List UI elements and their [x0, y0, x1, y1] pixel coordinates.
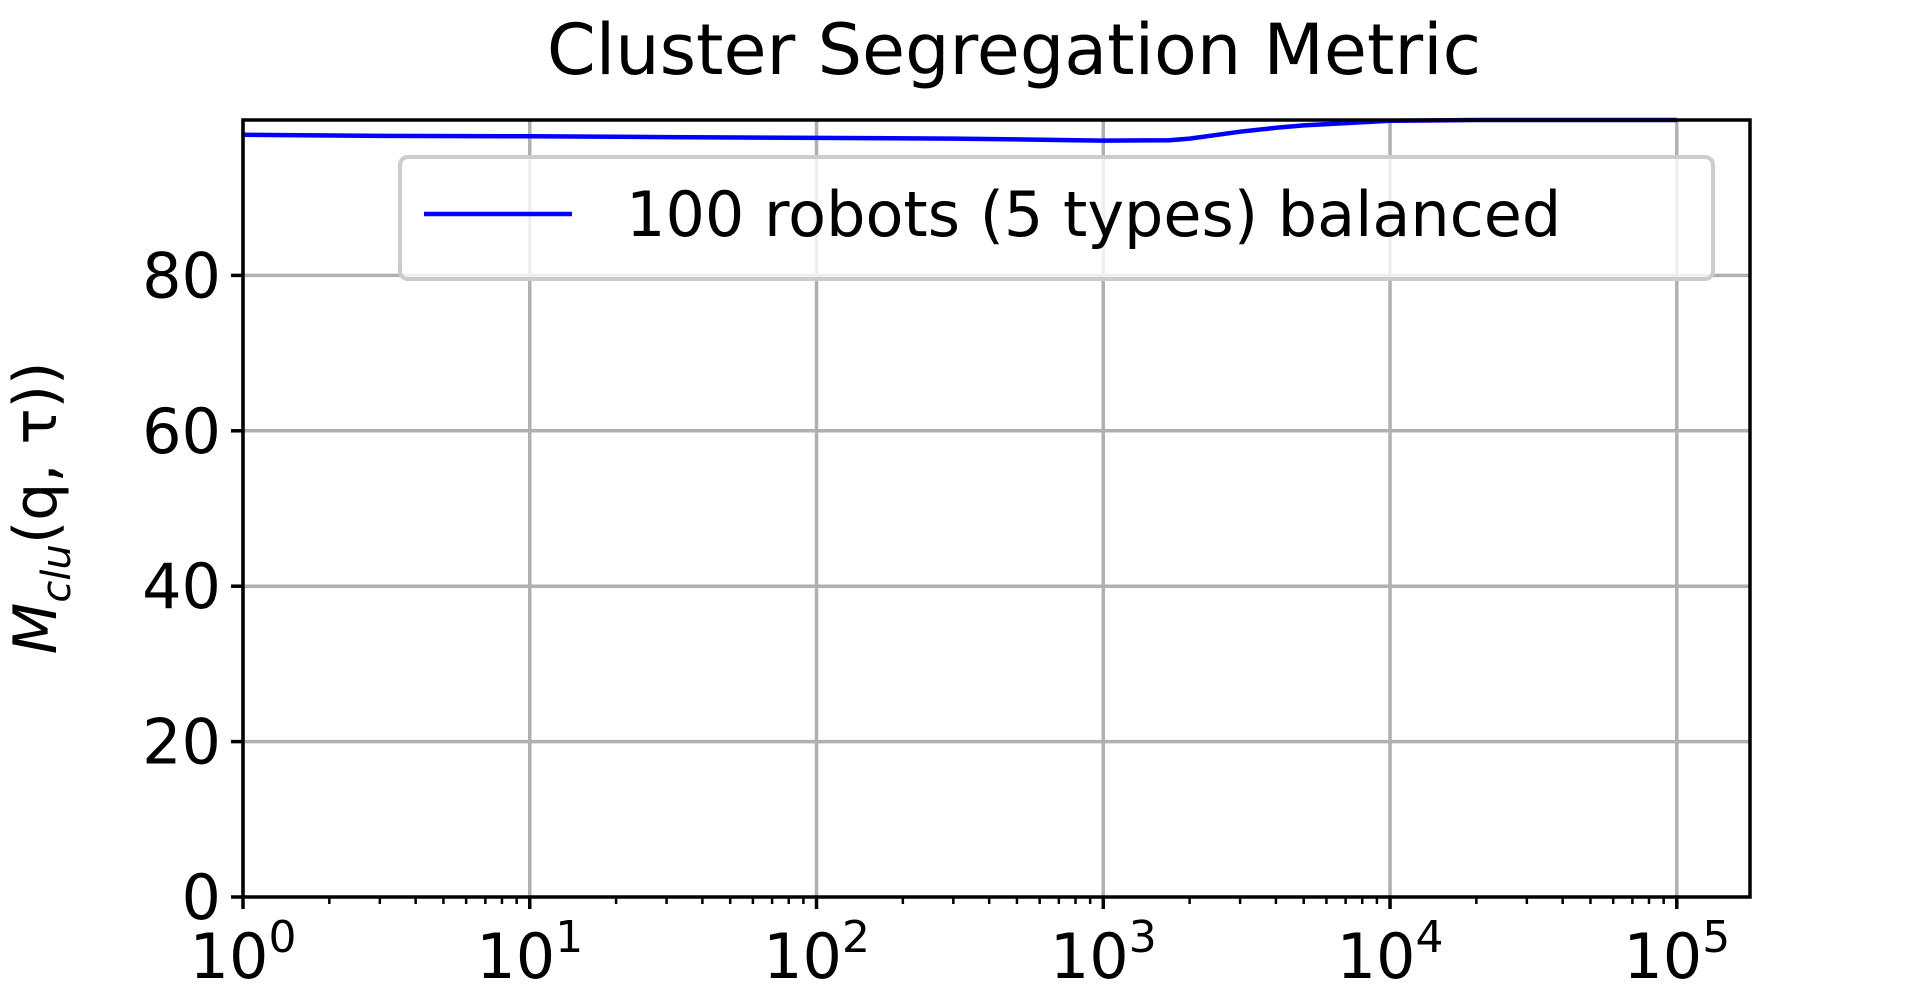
x-tick-label-5: 105	[1623, 912, 1730, 993]
x-tick-label-3: 103	[1050, 912, 1157, 993]
y-tick-label-3: 60	[142, 395, 221, 468]
x-tick-label-4: 104	[1337, 912, 1444, 993]
x-tick-label-2: 102	[763, 912, 870, 993]
x-axis: 100 101 102 103 104 105	[190, 897, 1730, 993]
legend: 100 robots (5 types) balanced	[398, 155, 1715, 281]
series-line-0	[242, 117, 1677, 143]
x-tick-label-0: 100	[190, 912, 297, 993]
y-tick-label-4: 80	[142, 239, 221, 312]
y-axis-label: Mclu(q, τ))	[1, 362, 80, 655]
y-tick-label-2: 40	[142, 550, 221, 623]
y-tick-label-0: 0	[182, 861, 221, 934]
x-tick-label-1: 101	[476, 912, 583, 993]
legend-label-0: 100 robots (5 types) balanced	[626, 178, 1561, 251]
y-axis-label-args: (q, τ))	[1, 362, 71, 545]
y-axis-label-subscript: clu	[34, 544, 80, 602]
y-tick-label-1: 20	[142, 706, 221, 779]
y-axis: 0 20 40 60 80	[142, 239, 243, 934]
series-layer	[242, 117, 1677, 143]
y-axis-label-base: M	[1, 603, 71, 655]
legend-box	[398, 155, 1715, 281]
plot-frame	[241, 118, 1752, 899]
chart-title: Cluster Segregation Metric	[547, 9, 1481, 91]
